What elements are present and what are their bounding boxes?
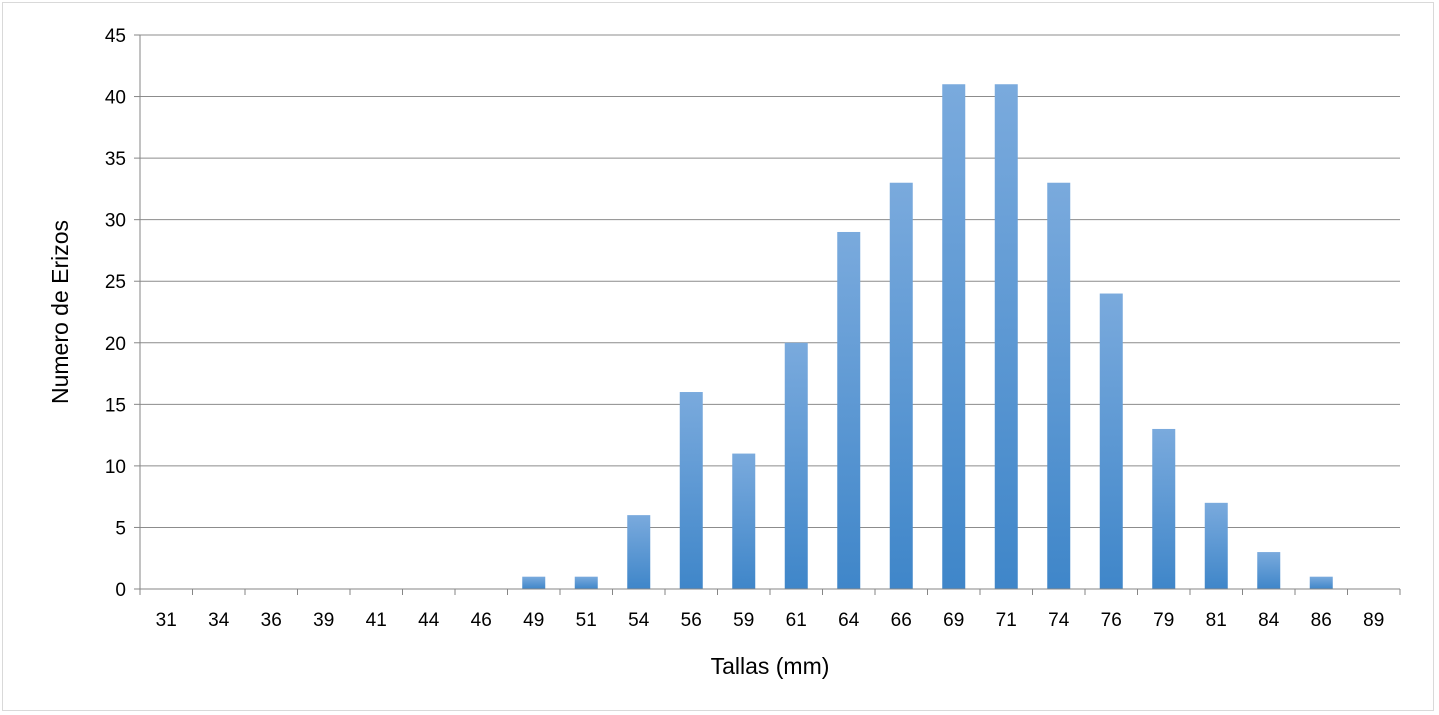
x-tick-label-49: 49 [523, 610, 544, 631]
bar-59 [732, 453, 756, 589]
bar-56 [679, 392, 703, 589]
x-tick-label-44: 44 [418, 610, 440, 631]
x-tick-label-36: 36 [261, 610, 282, 631]
gridlines [140, 34, 1400, 528]
x-tick-label-66: 66 [891, 610, 912, 631]
x-tick-label-41: 41 [366, 610, 387, 631]
y-tick-label-25: 25 [105, 272, 126, 293]
bar-86 [1309, 576, 1333, 589]
x-tick-label-61: 61 [786, 610, 807, 631]
y-tick-label-45: 45 [105, 26, 126, 47]
x-tick-label-34: 34 [208, 610, 230, 631]
y-tick-label-5: 5 [115, 518, 126, 539]
y-tick-label-30: 30 [105, 211, 126, 232]
x-tick-label-51: 51 [576, 610, 597, 631]
x-tick-label-71: 71 [996, 610, 1017, 631]
x-tick-label-84: 84 [1258, 610, 1280, 631]
bar-79 [1152, 428, 1176, 589]
x-tick-label-79: 79 [1153, 610, 1174, 631]
bar-71 [994, 84, 1018, 589]
x-tick-label-59: 59 [733, 610, 754, 631]
x-tick-label-86: 86 [1311, 610, 1332, 631]
bar-51 [574, 576, 598, 589]
bars [522, 84, 1333, 589]
y-tick-labels: 0 5 10 15 20 25 30 35 40 45 [105, 26, 126, 601]
bar-54 [627, 515, 651, 589]
x-tick-label-69: 69 [943, 610, 964, 631]
y-tick-label-10: 10 [105, 457, 126, 478]
y-tick-label-35: 35 [105, 149, 126, 170]
x-tick-label-31: 31 [156, 610, 177, 631]
y-tick-label-15: 15 [105, 395, 126, 416]
bar-81 [1204, 502, 1228, 589]
bar-49 [522, 576, 546, 589]
bar-74 [1047, 182, 1071, 589]
axes [134, 34, 1401, 595]
bar-66 [889, 182, 913, 589]
x-tick-label-81: 81 [1206, 610, 1227, 631]
x-tick-label-56: 56 [681, 610, 702, 631]
bar-61 [784, 342, 808, 589]
y-tick-label-40: 40 [105, 88, 126, 109]
x-tick-label-39: 39 [313, 610, 334, 631]
bar-76 [1099, 293, 1123, 589]
x-tick-label-74: 74 [1048, 610, 1070, 631]
x-tick-label-46: 46 [471, 610, 492, 631]
y-axis-title: Numero de Erizos [47, 220, 73, 404]
x-tick-label-89: 89 [1363, 610, 1384, 631]
x-tick-label-64: 64 [838, 610, 860, 631]
bar-69 [942, 84, 966, 589]
bar-84 [1257, 552, 1281, 589]
x-axis-title: Tallas (mm) [711, 653, 830, 679]
bar-64 [837, 231, 861, 589]
y-tick-label-0: 0 [115, 580, 126, 601]
x-tick-labels: 31 34 36 39 41 44 46 49 51 54 56 59 61 64 66 69 71 74 76 79… [156, 610, 1385, 631]
y-tick-label-20: 20 [105, 334, 126, 355]
x-tick-label-76: 76 [1101, 610, 1122, 631]
x-tick-label-54: 54 [628, 610, 650, 631]
